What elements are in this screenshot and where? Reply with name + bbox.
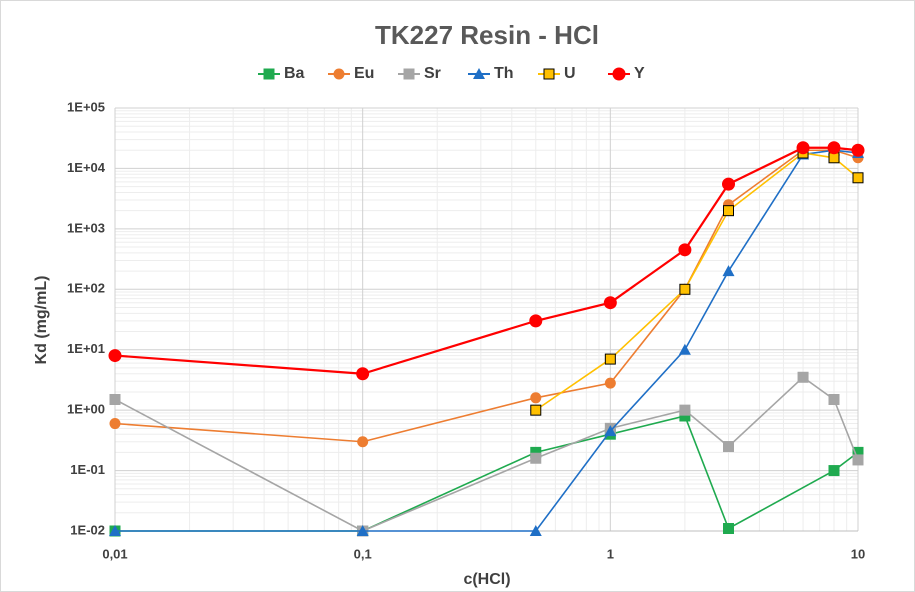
x-tick-label: 1 xyxy=(607,546,614,561)
marker xyxy=(530,452,542,464)
legend-label: Y xyxy=(634,65,645,82)
plot xyxy=(108,141,865,537)
y-tick-label: 1E+01 xyxy=(67,341,105,356)
marker xyxy=(679,283,691,295)
grid: 1E-02 1E-01 1E+00 1E+01 1E+02 1E+03 1E+04 1E+05… xyxy=(67,99,865,561)
marker xyxy=(722,177,736,191)
marker xyxy=(529,525,542,536)
chart-title: TK227 Resin - HCl xyxy=(375,20,599,50)
marker xyxy=(852,446,864,458)
legend-label: Ba xyxy=(284,65,305,82)
marker xyxy=(109,418,121,430)
marker xyxy=(723,441,735,453)
marker xyxy=(852,172,864,184)
y-tick-label: 1E-02 xyxy=(70,522,105,537)
legend-label: Eu xyxy=(354,65,374,82)
marker xyxy=(530,404,542,416)
marker xyxy=(851,143,865,157)
series-line xyxy=(115,415,859,532)
marker xyxy=(530,446,542,458)
marker xyxy=(852,454,864,466)
marker xyxy=(357,436,369,448)
marker xyxy=(473,68,485,79)
marker xyxy=(603,296,617,310)
marker xyxy=(612,67,626,81)
marker xyxy=(109,525,121,536)
marker xyxy=(723,205,735,217)
x-tick-label: 0,1 xyxy=(354,546,372,561)
marker xyxy=(543,68,555,80)
marker xyxy=(263,68,275,80)
y-tick-label: 1E+03 xyxy=(67,220,105,235)
marker xyxy=(679,410,691,422)
marker xyxy=(678,343,691,355)
legend-label: Sr xyxy=(424,65,441,82)
marker xyxy=(333,68,345,80)
legend-label: U xyxy=(564,65,576,82)
marker xyxy=(797,371,809,383)
y-tick-label: 1E+05 xyxy=(67,99,105,114)
marker xyxy=(604,425,617,437)
marker xyxy=(604,353,616,365)
marker xyxy=(356,525,369,536)
marker xyxy=(723,522,735,534)
marker xyxy=(828,152,840,164)
marker xyxy=(403,68,415,80)
marker xyxy=(827,141,841,155)
x-tick-label: 0,01 xyxy=(102,546,127,561)
x-axis-label: c(HCl) xyxy=(463,571,510,588)
marker xyxy=(529,314,543,328)
marker xyxy=(828,465,840,477)
marker xyxy=(356,367,370,381)
y-tick-label: 1E+00 xyxy=(67,402,105,417)
marker xyxy=(109,394,121,406)
y-tick-label: 1E-01 xyxy=(70,462,105,477)
legend: Ba Eu Sr Th U Y xyxy=(258,65,645,82)
marker xyxy=(796,141,810,155)
y-tick-label: 1E+02 xyxy=(67,281,105,296)
marker xyxy=(108,349,122,363)
y-tick-label: 1E+04 xyxy=(67,160,106,175)
legend-label: Th xyxy=(494,65,514,82)
series xyxy=(108,141,865,381)
marker xyxy=(530,392,542,404)
x-tick-label: 10 xyxy=(851,546,865,561)
marker xyxy=(604,377,616,389)
marker xyxy=(722,265,735,277)
marker xyxy=(678,243,692,257)
marker xyxy=(679,404,691,416)
marker xyxy=(828,394,840,406)
y-axis-label: Kd (mg/mL) xyxy=(33,276,50,365)
